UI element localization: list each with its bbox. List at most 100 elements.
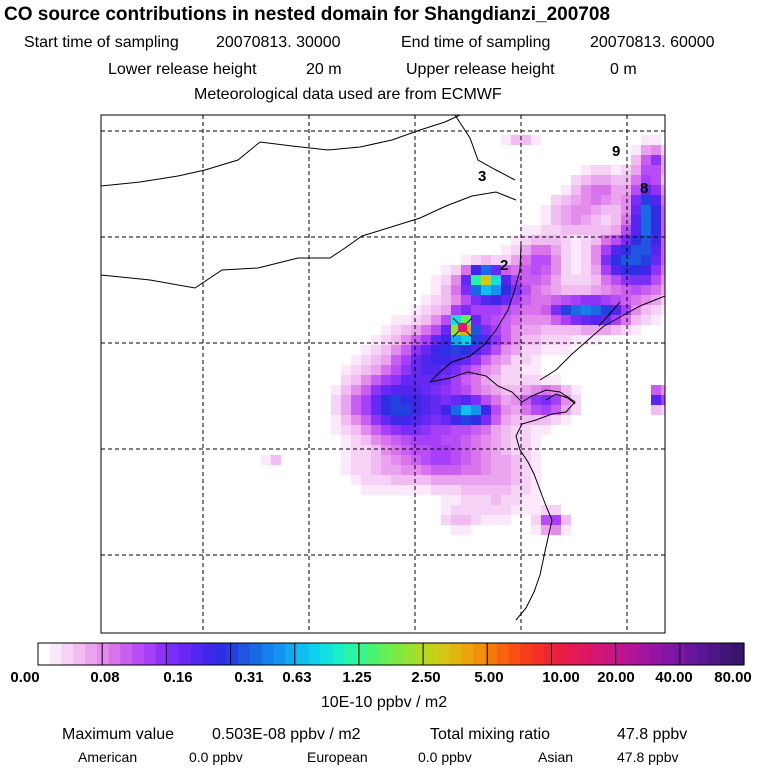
upper-release-value: 0 m <box>610 61 637 78</box>
colorbar-swatch <box>579 643 592 665</box>
colorbar-swatch <box>202 643 216 665</box>
colorbar-swatch <box>167 643 180 665</box>
map-label-8: 8 <box>640 180 648 197</box>
colorbar-swatch <box>226 643 239 665</box>
colorbar-swatch <box>532 643 545 665</box>
colorbar-swatch <box>132 643 145 665</box>
colorbar-swatch <box>143 643 157 665</box>
colorbar-swatch <box>379 643 392 665</box>
colorbar-swatch <box>296 643 310 665</box>
max-value: 0.503E-08 ppbv / m2 <box>212 726 361 743</box>
colorbar-swatch <box>449 643 463 665</box>
map-label-9: 9 <box>612 143 620 160</box>
colorbar-swatch <box>626 643 639 665</box>
colorbar-swatch <box>179 643 192 665</box>
map-label-2: 2 <box>500 257 508 274</box>
colorbar-swatch <box>120 643 133 665</box>
colorbar-swatch <box>355 643 369 665</box>
colorbar-tick-label: 0.08 <box>90 669 120 686</box>
colorbar-swatch <box>685 643 698 665</box>
colorbar-swatch <box>414 643 427 665</box>
colorbar-swatch <box>238 643 251 665</box>
american-value: 0.0 ppbv <box>189 749 243 765</box>
colorbar-frame <box>37 642 745 666</box>
max-value-label: Maximum value <box>62 726 175 743</box>
lower-release-label: Lower release height <box>108 61 257 78</box>
colorbar-swatch <box>508 643 522 665</box>
colorbar-swatch <box>273 643 286 665</box>
lower-release-value: 20 m <box>306 61 342 78</box>
colorbar-swatch <box>96 643 110 665</box>
total-mixing-ratio-label: Total mixing ratio <box>430 726 551 743</box>
map-title: CO source contributions in nested domain… <box>4 4 611 25</box>
colorbar-swatch <box>155 643 169 665</box>
colorbar-swatch <box>720 643 733 665</box>
colorbar-swatch <box>249 643 263 665</box>
colorbar-tick-label: 2.50 <box>411 669 441 686</box>
colorbar-swatch <box>367 643 380 665</box>
american-label: American <box>78 749 138 765</box>
concentration-field <box>261 135 665 535</box>
end-time-label: End time of sampling <box>401 34 551 51</box>
colorbar-swatch <box>567 643 580 665</box>
total-mixing-ratio-value: 47.8 ppbv <box>617 726 688 743</box>
colorbar-tick-label: 80.00 <box>714 669 752 686</box>
colorbar-swatch <box>496 643 510 665</box>
colorbar-swatch <box>555 643 569 665</box>
colorbar-tick-label: 1.25 <box>342 669 372 686</box>
colorbar-swatch <box>85 643 98 665</box>
colorbar-swatch <box>638 643 651 665</box>
colorbar-swatch <box>614 643 627 665</box>
colorbar-tick-label: 5.00 <box>474 669 504 686</box>
colorbar-swatch <box>214 643 227 665</box>
asian-value: 47.8 ppbv <box>617 749 679 765</box>
colorbar-unit: 10E-10 ppbv / m2 <box>320 694 448 711</box>
meteorology-note: Meteorological data used are from ECMWF <box>194 86 502 103</box>
colorbar-tick-label: 0.00 <box>10 669 40 686</box>
colorbar-swatch <box>649 643 663 665</box>
colorbar-tick-label: 40.00 <box>655 669 693 686</box>
upper-release-label: Upper release height <box>406 61 555 78</box>
european-label: European <box>307 749 368 765</box>
colorbar <box>38 643 745 665</box>
colorbar-swatch <box>332 643 345 665</box>
colorbar-swatch <box>696 643 710 665</box>
map-frame <box>100 114 666 634</box>
colorbar-swatch <box>602 643 616 665</box>
start-time-value: 20070813. 30000 <box>216 34 341 51</box>
colorbar-swatch <box>520 643 533 665</box>
colorbar-tick-label: 0.16 <box>163 669 193 686</box>
colorbar-swatch <box>426 643 439 665</box>
colorbar-swatch <box>261 643 274 665</box>
colorbar-tick-label: 0.63 <box>282 669 312 686</box>
colorbar-swatch <box>73 643 86 665</box>
colorbar-swatch <box>732 643 745 665</box>
colorbar-swatch <box>49 643 63 665</box>
colorbar-swatch <box>308 643 321 665</box>
colorbar-tick-label: 0.31 <box>234 669 264 686</box>
colorbar-swatch <box>591 643 604 665</box>
colorbar-tick-label: 10.00 <box>542 669 580 686</box>
colorbar-swatch <box>391 643 404 665</box>
colorbar-swatch <box>708 643 722 665</box>
map-label-3: 3 <box>478 168 486 185</box>
end-time-value: 20070813. 60000 <box>590 34 715 51</box>
asian-label: Asian <box>538 749 574 765</box>
coastlines-and-borders <box>100 114 666 621</box>
colorbar-swatch <box>343 643 357 665</box>
colorbar-swatch <box>38 643 51 665</box>
colorbar-swatch <box>485 643 498 665</box>
colorbar-swatch <box>402 643 416 665</box>
colorbar-swatch <box>473 643 486 665</box>
colorbar-swatch <box>661 643 674 665</box>
colorbar-swatch <box>285 643 298 665</box>
colorbar-swatch <box>543 643 557 665</box>
lat-lon-grid <box>101 115 665 633</box>
colorbar-swatch <box>190 643 204 665</box>
european-value: 0.0 ppbv <box>418 749 472 765</box>
colorbar-tick-label: 20.00 <box>597 669 635 686</box>
colorbar-swatch <box>108 643 121 665</box>
receptor-marker <box>452 317 473 338</box>
colorbar-swatch <box>461 643 474 665</box>
